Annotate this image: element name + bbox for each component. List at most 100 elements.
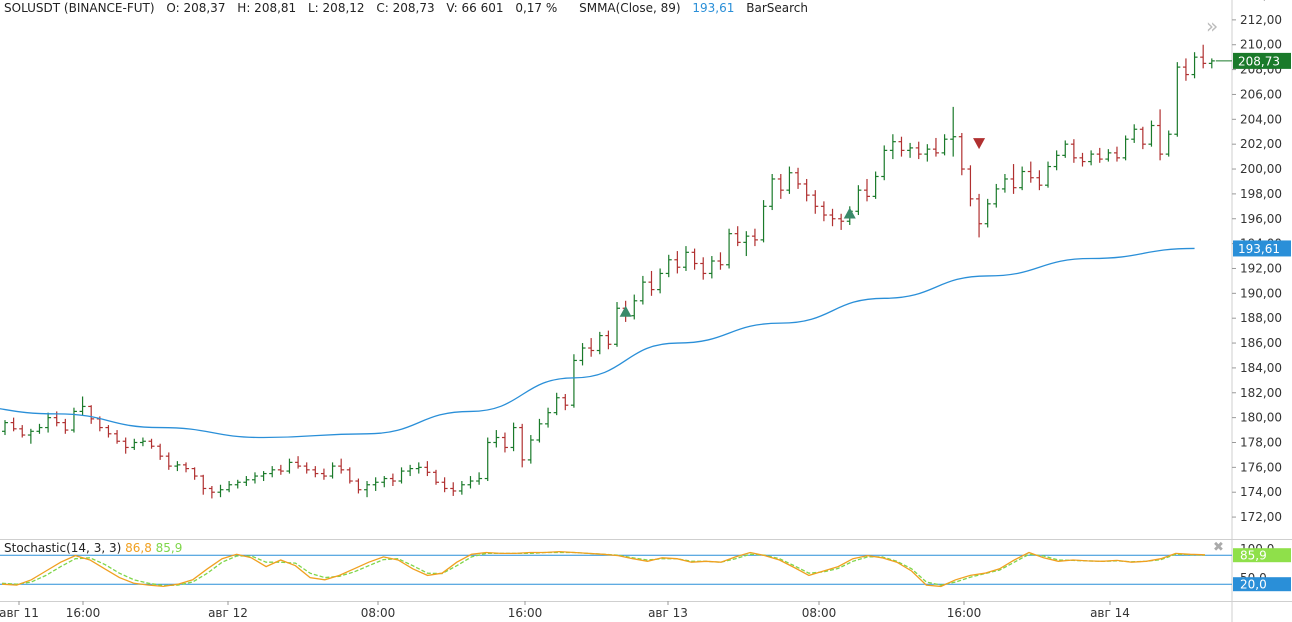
y-tick-label: 184,00 xyxy=(1240,361,1282,375)
y-tick-label: 198,00 xyxy=(1240,187,1282,201)
candle-bar xyxy=(88,405,95,424)
candle-bar xyxy=(1088,150,1095,166)
candle-bar xyxy=(838,213,845,230)
candle-bar xyxy=(407,464,414,477)
candle-bar xyxy=(829,208,836,227)
candle-bar xyxy=(191,467,198,480)
candle-bar xyxy=(372,477,379,491)
candle-bar xyxy=(898,136,905,157)
y-tick-label: 178,00 xyxy=(1240,435,1282,449)
candle-bar xyxy=(1062,140,1069,158)
candle-bar xyxy=(45,412,52,433)
candle-bar xyxy=(864,178,870,202)
candle-bar xyxy=(183,462,190,473)
candle-bar xyxy=(1019,166,1026,191)
y-tick-label: 182,00 xyxy=(1240,386,1282,400)
y-tick-label: 204,00 xyxy=(1240,112,1282,126)
last-price-tag-bg xyxy=(1233,52,1291,69)
stochastic-k-value: 86,8 xyxy=(125,541,152,555)
candle-bar xyxy=(286,458,293,474)
x-tick-label: авг 12 xyxy=(208,606,248,620)
candle-bar xyxy=(1070,139,1077,163)
stoch-current-tag-bg xyxy=(1233,548,1291,563)
candle-bar xyxy=(269,466,276,478)
candle-bar xyxy=(751,228,758,247)
candle-bar xyxy=(122,437,129,454)
candle-bar xyxy=(493,430,500,448)
candle-bar xyxy=(1053,150,1060,171)
candle-bar xyxy=(467,476,474,489)
candle-bar xyxy=(674,251,681,274)
candle-bar xyxy=(562,394,569,411)
stoch-level-20: 20,0 xyxy=(1240,578,1267,592)
close-panel-icon[interactable]: ✖ xyxy=(1213,540,1224,555)
candle-bar xyxy=(398,467,405,484)
smma-line xyxy=(0,247,1195,439)
candle-bar xyxy=(1105,149,1112,162)
candle-bar xyxy=(36,423,43,434)
candle-bar xyxy=(510,422,517,452)
symbol-label: SOLUSDT (BINANCE-FUT) xyxy=(4,1,155,15)
candle-bar xyxy=(303,462,310,474)
smma-tag-bg xyxy=(1233,240,1291,257)
candle-bar xyxy=(260,471,267,482)
y-tick-label: 206,00 xyxy=(1240,87,1282,101)
y-tick-label: 190,00 xyxy=(1240,286,1282,300)
candle-bar xyxy=(450,482,457,496)
candle-bar xyxy=(312,466,319,478)
candle-bar xyxy=(364,481,371,498)
candle-bar xyxy=(958,132,965,176)
candle-bar xyxy=(786,166,793,194)
candle-bar xyxy=(950,106,957,157)
smma-label[interactable]: SMMA(Close, 89) xyxy=(579,1,681,15)
candle-bar xyxy=(614,302,621,347)
y-tick-label: 188,00 xyxy=(1240,311,1282,325)
candle-bar xyxy=(105,425,112,438)
candle-bar xyxy=(234,479,241,489)
barsearch-label[interactable]: BarSearch xyxy=(746,1,808,15)
buy-signal-marker xyxy=(619,305,632,317)
candle-bar xyxy=(1208,58,1215,69)
high-value: H: 208,81 xyxy=(237,1,297,15)
candle-bar xyxy=(812,190,819,214)
candle-bar xyxy=(329,462,336,479)
y-tick-label: 180,00 xyxy=(1240,411,1282,425)
candle-bar xyxy=(2,420,8,436)
candle-bar xyxy=(1027,161,1034,183)
smma-tag: 193,61 xyxy=(1238,242,1280,256)
candle-bar xyxy=(700,257,707,280)
candle-bar xyxy=(484,437,491,482)
candle-bar xyxy=(295,456,302,469)
scroll-right-icon[interactable]: » xyxy=(1206,14,1219,38)
candle-bar xyxy=(588,338,595,357)
candle-bar xyxy=(10,417,17,432)
stoch-d-line xyxy=(1,551,1206,587)
candle-bar xyxy=(976,193,983,238)
candle-bar xyxy=(165,452,172,470)
candle-bar xyxy=(579,343,586,366)
candle-bar xyxy=(527,435,534,464)
x-tick-label: авг 13 xyxy=(648,606,688,620)
candle-bar xyxy=(519,423,526,468)
stochastic-d-value: 85,9 xyxy=(155,541,183,555)
candle-bar xyxy=(70,407,77,433)
candle-bar xyxy=(993,183,1000,208)
candle-bar xyxy=(139,437,146,447)
y-tick-label: 202,00 xyxy=(1240,137,1282,151)
candle-bar xyxy=(777,174,784,199)
candle-bar xyxy=(1165,130,1172,157)
candle-bar xyxy=(1139,126,1146,150)
candle-bar xyxy=(131,438,138,450)
candle-bar xyxy=(1122,135,1129,161)
candle-bar xyxy=(881,145,888,181)
stochastic-label[interactable]: Stochastic(14, 3, 3) xyxy=(4,541,122,555)
candle-bar xyxy=(596,331,603,355)
x-tick-label: авг 11 xyxy=(0,606,39,620)
low-value: L: 208,12 xyxy=(308,1,365,15)
y-tick-label: 200,00 xyxy=(1240,162,1282,176)
candle-bar xyxy=(907,142,914,158)
candle-bar xyxy=(795,167,802,189)
candle-bar xyxy=(941,134,948,156)
candle-bar xyxy=(355,478,362,494)
